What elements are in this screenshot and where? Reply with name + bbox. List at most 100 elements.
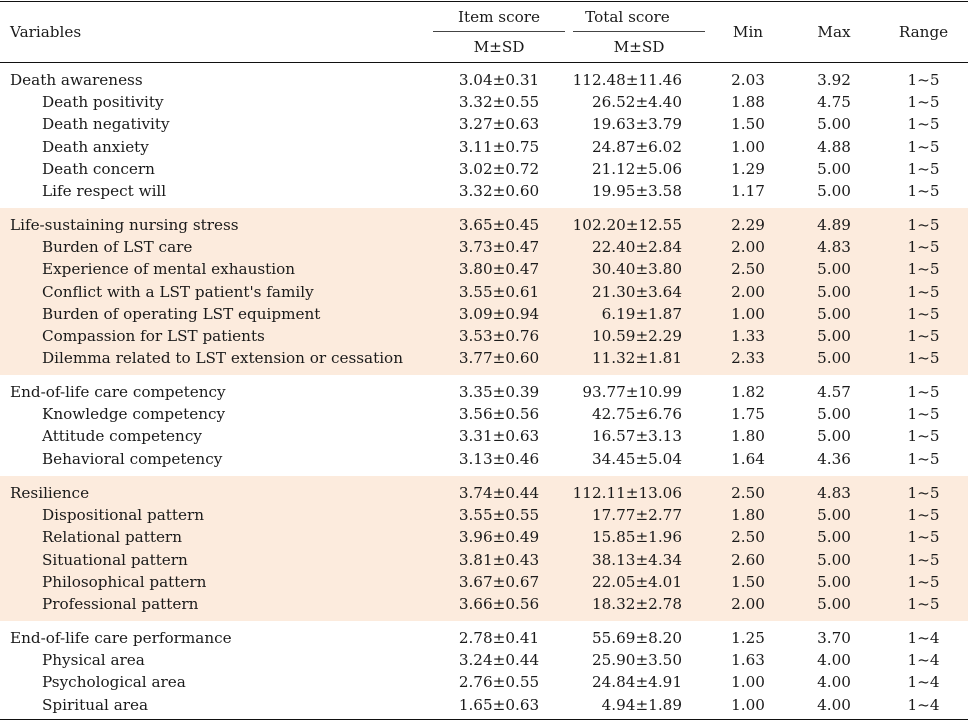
min-cell: 1.29 <box>731 159 765 178</box>
total-score-value: 15.85±1.96 <box>591 528 682 547</box>
total-score-value: 24.84±4.91 <box>591 673 682 692</box>
range-cell: 1~5 <box>907 550 940 569</box>
item-score-cell: 3.56±0.56 <box>458 405 540 424</box>
variable-cell: Conflict with a LST patient's family <box>42 282 314 301</box>
table-row-subscale: Life respect will 3.32±0.60 19.95±3.58 1.17… <box>0 180 968 202</box>
table-row-subscale: Behavioral competency 3.13±0.46 34.45±5.04… <box>0 448 968 470</box>
range-cell: 1~5 <box>907 383 940 401</box>
min-cell: 1.00 <box>731 673 765 692</box>
range-cell: 1~5 <box>907 595 940 613</box>
variable-cell: Dilemma related to LST extension or cess… <box>42 349 403 368</box>
variable-cell: Death negativity <box>42 115 170 134</box>
max-cell: 5.00 <box>817 572 851 591</box>
range-cell: 1~5 <box>907 449 940 468</box>
header-variables: Variables <box>10 23 82 41</box>
range-cell: 1~5 <box>907 304 940 323</box>
item-score-cell: 3.81±0.43 <box>458 550 540 569</box>
range-cell: 1~5 <box>907 405 940 424</box>
item-score-cell: 2.76±0.55 <box>458 673 540 692</box>
total-score-value: 6.19±1.87 <box>601 304 682 323</box>
total-score-value: 112.11±13.06 <box>572 484 682 502</box>
min-cell: 2.60 <box>731 550 765 569</box>
variable-cell: Psychological area <box>42 673 186 692</box>
min-cell: 2.00 <box>731 282 765 301</box>
min-cell: 2.03 <box>731 71 765 89</box>
variable-cell: Life respect will <box>42 182 167 200</box>
table-row-subscale: Burden of LST care 3.73±0.47 22.40±2.84 2.0… <box>0 236 968 258</box>
item-score-cell: 3.53±0.76 <box>458 327 540 345</box>
total-score-cell: 24.87±6.02 <box>565 136 707 158</box>
max-cell: 5.00 <box>817 115 851 134</box>
total-score-value: 42.75±6.76 <box>591 405 682 424</box>
variable-cell: End-of-life care competency <box>10 383 226 401</box>
table-row-subscale: Spiritual area 1.65±0.63 4.94±1.89 1.00 4.00… <box>0 694 968 716</box>
min-cell: 2.33 <box>731 349 765 368</box>
max-cell: 5.00 <box>817 327 851 345</box>
item-score-cell: 3.11±0.75 <box>458 137 540 156</box>
total-score-value: 11.32±1.81 <box>591 349 682 368</box>
min-cell: 2.00 <box>731 595 765 613</box>
total-score-cell: 6.19±1.87 <box>565 303 707 325</box>
item-score-cell: 3.77±0.60 <box>458 349 540 368</box>
table-row-subscale: Death negativity 3.27±0.63 19.63±3.79 1.50 5… <box>0 113 968 135</box>
total-score-cell: 93.77±10.99 <box>565 381 707 403</box>
header-total-msd: M±SD <box>613 38 665 56</box>
min-cell: 1.50 <box>731 572 765 591</box>
total-score-cell: 34.45±5.04 <box>565 448 707 470</box>
item-score-cell: 3.74±0.44 <box>458 484 540 502</box>
total-score-rule <box>573 31 705 32</box>
range-cell: 1~5 <box>907 216 940 234</box>
total-score-value: 22.40±2.84 <box>591 238 682 257</box>
item-score-cell: 3.55±0.55 <box>458 506 540 525</box>
max-cell: 4.89 <box>817 216 851 234</box>
max-cell: 4.36 <box>817 449 851 468</box>
range-cell: 1~5 <box>907 506 940 525</box>
range-cell: 1~4 <box>907 651 940 670</box>
max-cell: 4.00 <box>817 673 851 692</box>
total-score-value: 19.95±3.58 <box>591 182 682 200</box>
total-score-cell: 21.12±5.06 <box>565 158 707 180</box>
max-cell: 4.83 <box>817 484 851 502</box>
min-cell: 1.80 <box>731 506 765 525</box>
min-cell: 1.00 <box>731 304 765 323</box>
table-row-subscale: Relational pattern 3.96±0.49 15.85±1.96 2.5… <box>0 526 968 548</box>
total-score-value: 55.69±8.20 <box>591 629 682 647</box>
total-score-cell: 15.85±1.96 <box>565 526 707 548</box>
max-cell: 4.00 <box>817 651 851 670</box>
variable-cell: Attitude competency <box>42 427 202 446</box>
table-row-subscale: Philosophical pattern 3.67±0.67 22.05±4.01… <box>0 571 968 593</box>
total-score-value: 102.20±12.55 <box>572 216 682 234</box>
variable-cell: Burden of operating LST equipment <box>42 304 321 323</box>
total-score-value: 93.77±10.99 <box>582 383 682 401</box>
total-score-cell: 22.05±4.01 <box>565 571 707 593</box>
min-cell: 1.75 <box>731 405 765 424</box>
total-score-value: 10.59±2.29 <box>591 327 682 345</box>
variable-cell: Situational pattern <box>42 550 188 569</box>
header-item-msd: M±SD <box>473 38 525 56</box>
item-score-cell: 3.55±0.61 <box>458 282 540 301</box>
item-score-cell: 3.24±0.44 <box>458 651 540 670</box>
max-cell: 5.00 <box>817 506 851 525</box>
total-score-value: 21.12±5.06 <box>591 159 682 178</box>
range-cell: 1~5 <box>907 349 940 368</box>
item-score-cell: 3.73±0.47 <box>458 238 540 257</box>
variable-cell: Behavioral competency <box>42 449 223 468</box>
item-score-cell: 3.04±0.31 <box>458 71 540 89</box>
variable-cell: Death awareness <box>10 71 143 89</box>
total-score-cell: 4.94±1.89 <box>565 694 707 716</box>
table-row-subscale: Death positivity 3.32±0.55 26.52±4.40 1.88 4… <box>0 91 968 113</box>
max-cell: 5.00 <box>817 159 851 178</box>
shaded-group-band <box>0 208 968 376</box>
header-total-score: Total score <box>585 8 670 26</box>
total-score-value: 19.63±3.79 <box>591 115 682 134</box>
min-cell: 2.50 <box>731 260 765 279</box>
total-score-value: 26.52±4.40 <box>591 93 682 112</box>
max-cell: 5.00 <box>817 349 851 368</box>
variable-cell: Spiritual area <box>42 695 149 714</box>
max-cell: 4.00 <box>817 695 851 714</box>
total-score-cell: 38.13±4.34 <box>565 549 707 571</box>
item-score-rule <box>433 31 565 32</box>
item-score-cell: 3.67±0.67 <box>458 572 540 591</box>
total-score-cell: 42.75±6.76 <box>565 403 707 425</box>
table-row-subscale: Situational pattern 3.81±0.43 38.13±4.34 2.… <box>0 549 968 571</box>
